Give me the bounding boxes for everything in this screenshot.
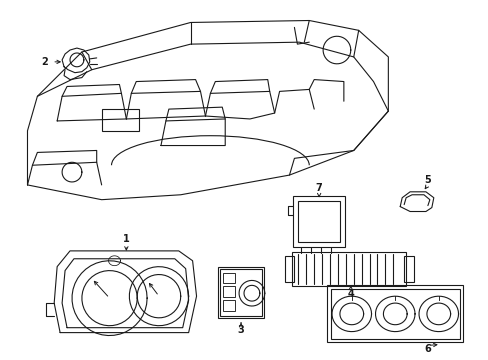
Text: 2: 2 — [41, 57, 47, 67]
Text: 3: 3 — [237, 325, 244, 335]
Bar — [292, 252, 406, 286]
Bar — [218, 267, 263, 318]
Text: 7: 7 — [315, 183, 322, 193]
Text: 1: 1 — [122, 234, 129, 244]
Bar — [404, 256, 413, 282]
Bar — [223, 286, 235, 297]
Bar — [330, 289, 459, 338]
Text: 6: 6 — [424, 345, 430, 354]
Bar — [102, 109, 139, 131]
Bar — [223, 300, 235, 311]
Bar — [223, 273, 235, 283]
Text: 5: 5 — [424, 175, 430, 185]
Bar — [326, 285, 463, 342]
Bar — [284, 256, 294, 282]
Bar — [220, 269, 261, 316]
Bar — [293, 196, 344, 247]
Text: 4: 4 — [346, 289, 353, 299]
Bar — [298, 201, 339, 242]
